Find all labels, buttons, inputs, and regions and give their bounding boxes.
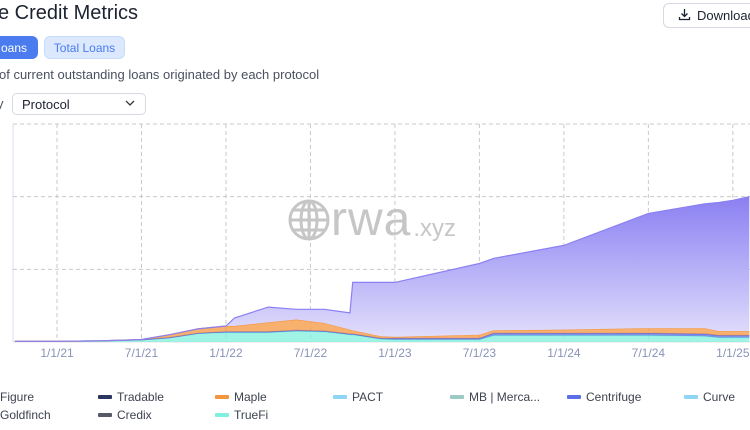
legend-item-truefi[interactable]: TrueFi [215,408,268,422]
x-tick-label: 7/1/22 [293,346,328,360]
rwa-watermark: rwa .xyz [287,193,457,246]
x-tick-label: 1/1/24 [547,346,581,360]
tab-outstanding-loans[interactable]: oans [0,36,38,59]
legend-swatch [215,395,229,399]
legend-swatch [450,395,464,399]
tab-total-loans[interactable]: Total Loans [44,36,125,59]
area-figure [14,196,750,342]
legend-label: Credix [117,408,152,422]
legend-item-figure[interactable]: Figure [0,390,34,404]
legend-item-centrifuge[interactable]: Centrifuge [567,390,641,404]
x-tick-label: 7/1/24 [631,346,666,360]
legend-item-maple[interactable]: Maple [215,390,267,404]
legend-item-mb-merca-[interactable]: MB | Merca... [450,390,540,404]
legend-swatch [98,395,112,399]
x-tick-label: 1/1/21 [40,346,74,360]
page-title: e Credit Metrics [0,2,139,24]
legend-label: TrueFi [234,408,269,422]
group-by-label: y [0,96,4,111]
legend-label: Figure [0,390,35,404]
group-by-value: Protocol [22,96,70,112]
legend-swatch [215,413,229,417]
chart-areas [14,196,750,342]
group-by-select[interactable]: Protocol [12,93,146,115]
download-label: Download [697,8,750,23]
x-tick-label: 1/1/22 [209,346,243,360]
legend-item-credix[interactable]: Credix [98,408,152,422]
download-button[interactable]: Download [663,3,750,28]
line-figure [14,196,750,342]
watermark-text: rwa [331,193,412,246]
x-tick-label: 7/1/23 [462,346,497,360]
x-tick-label: 1/1/25 [716,346,750,360]
x-tick-label: 1/1/23 [378,346,412,360]
legend-label: Curve [703,390,736,404]
area-centrifuge [14,330,750,342]
x-tick-label: 7/1/21 [124,346,159,360]
legend-item-pact[interactable]: PACT [333,390,383,404]
legend-swatch [684,395,698,399]
legend-label: Maple [234,390,267,404]
legend-item-goldfinch[interactable]: Goldfinch [0,408,51,422]
legend-label: PACT [352,390,384,404]
legend-label: Goldfinch [0,408,51,422]
download-icon [678,8,691,24]
area-maple [14,319,750,342]
legend-item-tradable[interactable]: Tradable [98,390,164,404]
legend-item-curve[interactable]: Curve [684,390,735,404]
legend-swatch [333,395,347,399]
legend-label: Tradable [117,390,164,404]
legend-label: MB | Merca... [469,390,541,404]
legend-swatch [567,395,581,399]
chevron-down-icon [124,97,136,112]
legend-swatch [98,413,112,417]
legend-label: Centrifuge [586,390,642,404]
globe-icon [288,199,330,241]
chart-description: of current outstanding loans originated … [0,67,320,82]
watermark-suffix: .xyz [413,215,457,242]
